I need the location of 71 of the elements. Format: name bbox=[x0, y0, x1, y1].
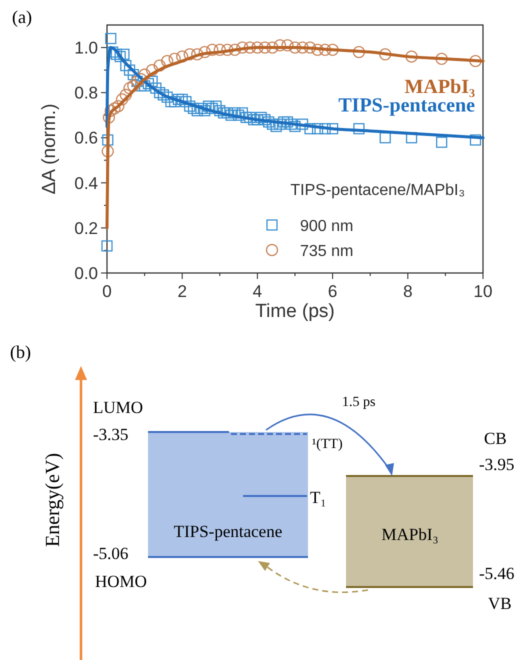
x-tick-label: 0 bbox=[102, 282, 112, 301]
point bbox=[326, 44, 339, 56]
text: Energy(eV) bbox=[42, 452, 64, 548]
point bbox=[469, 54, 482, 68]
text: -3.35 bbox=[93, 425, 128, 444]
y-tick-label: 0.8 bbox=[74, 84, 98, 103]
point bbox=[102, 111, 115, 124]
point bbox=[108, 102, 121, 115]
point bbox=[104, 104, 117, 117]
point bbox=[266, 41, 279, 54]
y-tick-label: 0.2 bbox=[74, 218, 98, 238]
chart-title: (a) bbox=[12, 7, 32, 27]
point bbox=[112, 100, 124, 112]
y-tick-label: 1.0 bbox=[74, 38, 98, 58]
text: 1.5 ps bbox=[342, 395, 376, 410]
y-tick-label: 0.6 bbox=[74, 128, 98, 148]
text: T₁ bbox=[310, 488, 326, 507]
legend-label: 735 nm bbox=[300, 243, 354, 260]
x-axis-title: Time (ps) bbox=[255, 301, 335, 322]
point bbox=[206, 44, 218, 56]
point bbox=[120, 88, 132, 101]
point bbox=[304, 41, 316, 54]
point bbox=[352, 46, 366, 58]
point bbox=[214, 44, 226, 56]
point bbox=[184, 48, 196, 60]
point bbox=[318, 44, 332, 56]
point bbox=[236, 41, 248, 54]
point bbox=[134, 73, 147, 86]
point bbox=[191, 48, 204, 60]
point bbox=[405, 50, 418, 63]
text: VB bbox=[488, 594, 512, 613]
text: MAPbI₃ bbox=[382, 525, 439, 544]
text: HOMO bbox=[95, 572, 147, 591]
point bbox=[116, 93, 128, 106]
x-tick-label: 6 bbox=[328, 282, 338, 301]
text: LUMO bbox=[93, 398, 144, 417]
y-axis-title: ΔA (norm.) bbox=[39, 104, 60, 194]
point bbox=[274, 39, 286, 52]
text: CB bbox=[484, 429, 507, 448]
series-label: MAPbI₃ bbox=[404, 76, 475, 98]
point bbox=[176, 50, 188, 63]
text: ¹(TT) bbox=[312, 437, 343, 452]
point bbox=[127, 80, 140, 92]
point bbox=[311, 44, 324, 56]
text: -5.06 bbox=[93, 544, 128, 563]
point bbox=[244, 41, 256, 54]
y-tick-label: 0.4 bbox=[74, 174, 98, 193]
point bbox=[228, 44, 241, 56]
point bbox=[198, 46, 211, 58]
legend-label: 900 nm bbox=[300, 218, 354, 235]
point bbox=[258, 41, 272, 54]
text: -5.46 bbox=[479, 564, 514, 583]
y-tick-label: 0.0 bbox=[74, 264, 98, 283]
point bbox=[379, 48, 392, 60]
text: -3.95 bbox=[479, 455, 514, 474]
point bbox=[436, 52, 448, 65]
x-tick-label: 2 bbox=[177, 282, 187, 301]
x-tick-label: 10 bbox=[474, 282, 492, 301]
legend-title: TIPS-pentacene/MAPbI₃ bbox=[290, 182, 465, 199]
text: TIPS-pentacene bbox=[174, 522, 282, 541]
x-tick-label: 4 bbox=[252, 282, 262, 301]
point bbox=[102, 145, 114, 158]
point bbox=[221, 44, 234, 56]
point bbox=[296, 41, 309, 54]
text: (b) bbox=[10, 342, 31, 362]
point bbox=[251, 41, 264, 54]
point bbox=[146, 64, 158, 76]
point bbox=[154, 59, 166, 72]
point bbox=[281, 39, 294, 52]
x-tick-label: 8 bbox=[403, 282, 413, 301]
point bbox=[288, 41, 302, 54]
